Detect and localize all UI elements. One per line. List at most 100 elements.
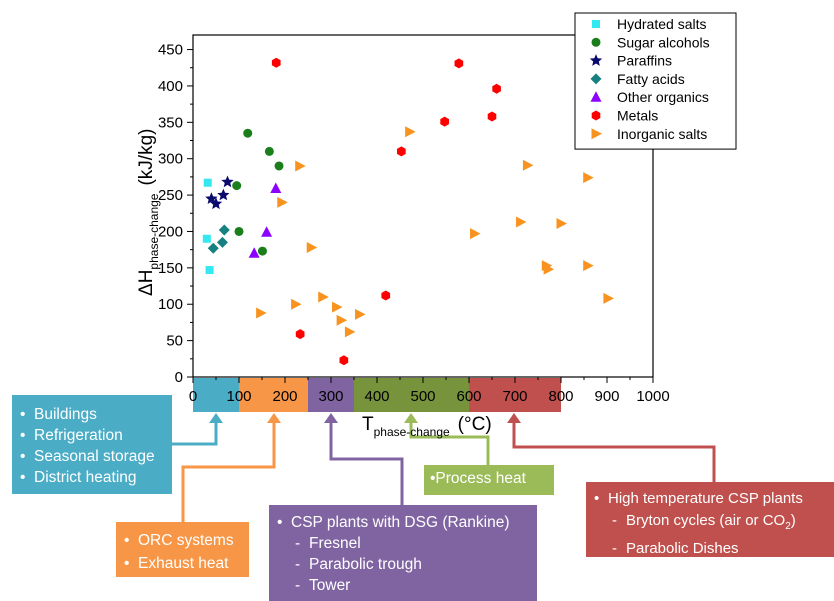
data-point	[216, 236, 228, 248]
legend-label: Sugar alcohols	[617, 34, 710, 50]
data-point	[381, 290, 391, 301]
y-tick-label: 150	[158, 260, 183, 277]
data-point	[355, 308, 366, 320]
data-point	[543, 263, 555, 275]
y-tick-label: 450	[158, 42, 183, 59]
callout-item: District heating	[12, 467, 172, 488]
data-point	[203, 178, 212, 187]
x-axis-label: Tphase-change (°C)	[362, 414, 492, 439]
callout-title: High temperature CSP plants	[586, 488, 834, 510]
data-point	[397, 146, 406, 157]
temperature-bands	[193, 378, 561, 412]
data-point	[243, 128, 253, 138]
data-point	[295, 160, 306, 172]
data-point	[556, 217, 567, 229]
y-tick-label: 350	[158, 114, 183, 131]
connector-line	[181, 421, 276, 522]
legend-marker	[592, 20, 600, 28]
legend-marker	[590, 73, 602, 85]
data-point	[440, 116, 449, 127]
callout-text: •Process heat	[430, 470, 526, 487]
x-tick-label: 600	[456, 388, 481, 405]
callout-item: Seasonal storage	[12, 446, 172, 467]
data-point	[221, 175, 234, 188]
legend-label: Fatty acids	[617, 71, 685, 87]
temperature-band	[354, 378, 469, 412]
x-tick-label: 700	[502, 388, 527, 405]
callout-title: CSP plants with DSG (Rankine)	[269, 512, 537, 533]
data-point	[234, 226, 244, 236]
data-point	[492, 83, 501, 94]
arrow-head	[324, 413, 338, 423]
connector-line	[512, 421, 716, 482]
legend-label: Other organics	[617, 89, 709, 105]
data-points	[202, 57, 614, 366]
data-point	[248, 247, 260, 258]
data-point	[339, 355, 349, 366]
y-axis-label: ΔHphase-change(kJ/kg)	[136, 129, 161, 296]
connector-line	[172, 421, 218, 446]
callout-item: Tower	[269, 575, 537, 596]
data-point	[516, 216, 527, 228]
callout-item: Parabolic trough	[269, 554, 537, 575]
connector-line	[329, 421, 404, 505]
data-point	[454, 58, 464, 69]
callout-process-heat: •Process heat	[424, 465, 554, 495]
y-tick-label: 200	[158, 223, 183, 240]
data-point	[405, 126, 416, 138]
callout-item: ORC systems	[116, 529, 249, 552]
callout-item: Bryton cycles (air or CO2)	[586, 510, 834, 538]
y-tick-label: 100	[158, 296, 183, 313]
callout-medium-low-temperature: ORC systems Exhaust heat	[116, 522, 249, 577]
legend-marker	[591, 37, 601, 47]
legend-label: Paraffins	[617, 53, 672, 69]
y-tick-label: 300	[158, 151, 183, 168]
callout-item: Parabolic Dishes	[586, 538, 834, 560]
y-tick-label: 250	[158, 187, 183, 204]
legend-marker	[589, 54, 603, 66]
data-point	[487, 111, 497, 122]
x-tick-label: 300	[318, 388, 343, 405]
data-point	[277, 196, 288, 208]
data-point	[583, 172, 594, 184]
legend-box	[574, 12, 737, 150]
legend: Hydrated salts Sugar alcohols Paraffins Fat…	[574, 12, 737, 150]
data-point	[209, 197, 223, 210]
data-point	[271, 57, 281, 68]
legend-marker	[591, 128, 602, 140]
data-point	[257, 246, 267, 256]
temperature-band	[308, 378, 354, 412]
legend-label: Metals	[617, 108, 658, 124]
data-point	[217, 188, 230, 201]
data-point	[306, 241, 318, 253]
data-point	[295, 329, 305, 340]
x-tick-label: 900	[594, 388, 619, 405]
data-point	[274, 161, 284, 171]
data-point	[332, 301, 343, 313]
legend-label: Hydrated salts	[617, 16, 706, 32]
temperature-band	[239, 378, 308, 412]
data-point	[318, 291, 329, 303]
arrow-head	[404, 413, 418, 423]
callout-connectors	[172, 413, 716, 522]
callout-item: Exhaust heat	[116, 552, 249, 575]
data-point	[522, 159, 534, 171]
connector-line	[409, 421, 490, 465]
callout-low-temperature: Buildings Refrigeration Seasonal storage…	[12, 395, 172, 494]
x-tick-label: 500	[410, 388, 435, 405]
data-point	[264, 146, 274, 156]
arrow-head	[209, 413, 223, 423]
x-tick-label: 1000	[636, 388, 669, 405]
data-point	[344, 326, 356, 338]
data-point	[202, 234, 211, 243]
callout-item: Refrigeration	[12, 425, 172, 446]
legend-marker	[591, 110, 601, 121]
arrow-head	[267, 413, 281, 423]
data-point	[207, 242, 219, 254]
callout-csp-dsg: CSP plants with DSG (Rankine) Fresnel Pa…	[269, 505, 537, 601]
axes: 0 100 200 300 400 500 600 700 800 900 1000 0 50 100 15…	[158, 34, 670, 405]
callout-high-temperature: High temperature CSP plants Bryton cycle…	[586, 482, 834, 560]
callout-item: Buildings	[12, 404, 172, 425]
callout-item: Fresnel	[269, 533, 537, 554]
data-point	[336, 314, 348, 326]
